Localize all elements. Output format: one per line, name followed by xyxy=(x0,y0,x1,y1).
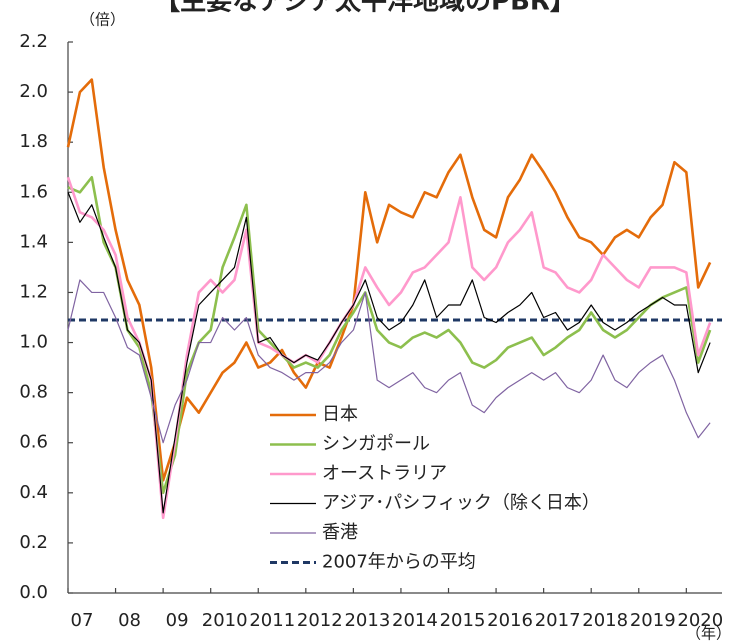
x-unit-label: （年） xyxy=(686,625,731,643)
x-tick-label: 07 xyxy=(71,610,94,631)
legend-label: シンガポール xyxy=(322,434,430,455)
y-tick-label: 0.8 xyxy=(19,382,48,403)
x-tick-label: 2013 xyxy=(344,610,390,631)
x-tick-label: 2017 xyxy=(535,610,581,631)
legend-label: 香港 xyxy=(322,522,358,543)
series-line xyxy=(66,78,712,482)
x-tick-label: 2011 xyxy=(249,610,295,631)
y-tick-label: 1.4 xyxy=(19,231,48,252)
legend-label: オーストラリア xyxy=(322,463,447,484)
chart-title: 【主要なアジア太平洋地域のPBR】 xyxy=(154,0,576,17)
legend-label: 日本 xyxy=(322,404,358,425)
series-line xyxy=(67,192,711,514)
y-tick-label: 1.2 xyxy=(19,281,48,302)
series-line xyxy=(66,176,712,520)
y-tick-label: 0.4 xyxy=(19,482,48,503)
x-tick-label: 2020 xyxy=(677,610,723,631)
y-tick-label: 2.0 xyxy=(19,81,48,102)
x-tick-label: 2015 xyxy=(440,610,486,631)
x-tick-label: 2010 xyxy=(202,610,248,631)
x-tick-label: 2012 xyxy=(297,610,343,631)
y-tick-label: 0.2 xyxy=(19,532,48,553)
y-tick-label: 2.2 xyxy=(19,31,48,52)
x-tick-label: 09 xyxy=(166,610,189,631)
x-tick-label: 2019 xyxy=(630,610,676,631)
x-tick-label: 2014 xyxy=(392,610,438,631)
x-tick-label: 2018 xyxy=(582,610,628,631)
series-line xyxy=(67,279,711,444)
y-tick-label: 1.6 xyxy=(19,181,48,202)
series-line xyxy=(67,175,712,495)
y-tick-label: 1.0 xyxy=(19,332,48,353)
legend-label: アジア･パシフィック（除く日本） xyxy=(322,493,600,514)
y-tick-label: 0.0 xyxy=(19,582,48,603)
y-tick-label: 1.8 xyxy=(19,131,48,152)
x-tick-label: 2016 xyxy=(487,610,533,631)
legend-label: 2007年からの平均 xyxy=(322,552,476,573)
y-unit-label: （倍） xyxy=(80,11,125,29)
x-tick-label: 08 xyxy=(118,610,141,631)
y-tick-label: 0.6 xyxy=(19,432,48,453)
